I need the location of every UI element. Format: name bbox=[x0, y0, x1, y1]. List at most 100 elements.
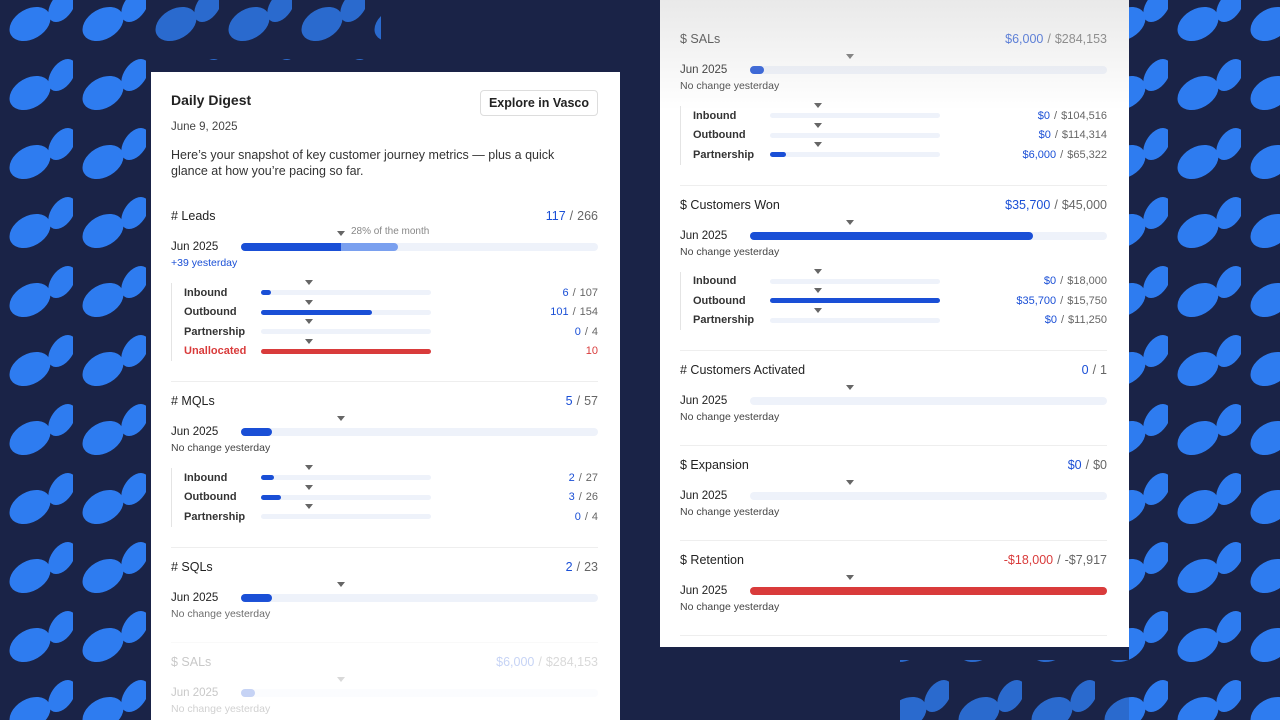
period-label: Jun 2025 bbox=[171, 241, 219, 253]
metric-name: $ Customers Won bbox=[680, 197, 780, 212]
change-note: No change yesterday bbox=[171, 442, 271, 454]
progress-track bbox=[261, 338, 431, 354]
target: $65,322 bbox=[1067, 148, 1107, 161]
target: 26 bbox=[585, 491, 598, 504]
progress-fill bbox=[750, 231, 1034, 240]
target: 154 bbox=[579, 306, 598, 319]
pace-marker bbox=[304, 504, 313, 510]
target: $15,750 bbox=[1067, 294, 1107, 307]
metric-value: 0/4 bbox=[575, 326, 598, 338]
metric-value: $6,000/$65,322 bbox=[1023, 149, 1107, 161]
progress-fill bbox=[770, 152, 786, 158]
metric-value: -$18,000/-$7,917 bbox=[1004, 553, 1107, 571]
progress-track bbox=[261, 465, 431, 481]
change-note: No change yesterday bbox=[680, 411, 780, 423]
progress-track bbox=[750, 385, 1107, 405]
pace-label: 28% of the month bbox=[350, 226, 430, 237]
channel-name: Inbound bbox=[693, 109, 737, 122]
separator: / bbox=[572, 306, 576, 319]
period-label: Jun 2025 bbox=[680, 229, 728, 242]
metric-value: 0/1 bbox=[1082, 363, 1107, 381]
progress-fill bbox=[261, 475, 274, 481]
period-row: Jun 2025 bbox=[680, 480, 1107, 504]
separator: / bbox=[584, 510, 588, 523]
breakdown-row: Unallocated 10 bbox=[184, 338, 598, 362]
explore-button[interactable]: Explore in Vasco bbox=[479, 90, 598, 116]
period-row: Jun 2025 bbox=[680, 219, 1107, 244]
breakdown-row: Outbound $35,700/$15,750 bbox=[693, 288, 1107, 311]
value: 5 bbox=[565, 394, 573, 408]
breakdown-row: Partnership 0/4 bbox=[184, 319, 598, 342]
value: 10 bbox=[585, 345, 598, 358]
metric-header: $ Retention -$18,000/-$7,917 bbox=[680, 553, 1107, 571]
channel-name: Outbound bbox=[184, 306, 237, 319]
pace-marker bbox=[813, 122, 822, 128]
pace-marker bbox=[813, 142, 822, 148]
period-row: Jun 2025 28% of the month bbox=[171, 226, 598, 255]
breakdown-row: Outbound 101/154 bbox=[184, 299, 598, 323]
channel-name: Outbound bbox=[693, 129, 746, 142]
channel-name: Outbound bbox=[184, 491, 237, 504]
pace-marker bbox=[304, 280, 313, 286]
period-label: Jun 2025 bbox=[171, 426, 219, 438]
value: 2 bbox=[565, 559, 573, 574]
progress-fill bbox=[750, 587, 1107, 595]
progress-track bbox=[241, 416, 598, 436]
separator: / bbox=[1054, 129, 1058, 142]
progress-track: 28% of the month bbox=[241, 226, 598, 251]
value: $0 bbox=[1067, 458, 1082, 472]
value: $0 bbox=[1043, 275, 1057, 288]
value: 2 bbox=[568, 471, 575, 484]
breakdown-row: Partnership 0/4 bbox=[184, 504, 598, 527]
metric-value: $0/$18,000 bbox=[1044, 275, 1107, 287]
separator: / bbox=[1085, 458, 1090, 472]
metric-header: $ Customers Won $35,700/$45,000 bbox=[680, 198, 1107, 216]
metric-value: 6/107 bbox=[562, 287, 598, 299]
metric-value: $0/$11,250 bbox=[1045, 314, 1107, 326]
separator: / bbox=[1054, 197, 1058, 212]
pace-marker bbox=[304, 465, 313, 471]
pace-marker bbox=[304, 338, 313, 344]
pace-marker bbox=[813, 288, 822, 294]
metric-header: # MQLs 5/57 bbox=[171, 394, 598, 412]
right-leaves bbox=[1129, 0, 1280, 720]
value: 101 bbox=[550, 306, 569, 319]
separator: / bbox=[572, 286, 576, 299]
metric-header: # Customers Activated 0/1 bbox=[680, 363, 1107, 381]
progress-fill bbox=[261, 348, 431, 354]
metric-name: $ Expansion bbox=[680, 458, 749, 472]
target: 266 bbox=[577, 209, 598, 223]
channel-name: Inbound bbox=[184, 286, 228, 299]
separator: / bbox=[576, 394, 581, 408]
pace-marker bbox=[336, 581, 345, 587]
metric-value: 5/57 bbox=[566, 394, 598, 412]
progress-track bbox=[770, 103, 940, 119]
value: $35,700 bbox=[1005, 197, 1051, 212]
channel-name: Unallocated bbox=[184, 345, 247, 358]
metric-header: # SQLs 2/23 bbox=[171, 560, 598, 578]
period-row: Jun 2025 bbox=[171, 416, 598, 440]
breakdown-row: Inbound 6/107 bbox=[184, 280, 598, 303]
separator: / bbox=[1060, 148, 1064, 161]
metric-value: 101/154 bbox=[550, 306, 598, 318]
metric-value: 2/23 bbox=[566, 560, 598, 578]
value: 6 bbox=[562, 286, 569, 299]
target: 4 bbox=[591, 510, 598, 523]
separator: / bbox=[584, 325, 588, 338]
pace-marker bbox=[336, 231, 345, 236]
digest-intro: Here’s your snapshot of key customer jou… bbox=[171, 148, 555, 178]
metric-header: $ Expansion $0/$0 bbox=[680, 458, 1107, 476]
progress-track bbox=[770, 288, 940, 304]
breakdown: Inbound $0/$18,000 Outbound $35,700/$15,750… bbox=[680, 268, 1107, 330]
channel-name: Partnership bbox=[184, 325, 246, 338]
progress-fill bbox=[261, 309, 373, 315]
value: $6,000 bbox=[1022, 148, 1057, 161]
change-note: +39 yesterday bbox=[171, 257, 238, 269]
card-header: Daily Digest Explore in Vasco bbox=[171, 90, 598, 116]
metric-block: # MQLs 5/57 Jun 2025 No change yesterday Inb… bbox=[171, 382, 598, 548]
metric-block: # Leads 117/266 Jun 2025 28% of the month +3… bbox=[171, 197, 598, 382]
metric-value: 10 bbox=[586, 345, 598, 357]
